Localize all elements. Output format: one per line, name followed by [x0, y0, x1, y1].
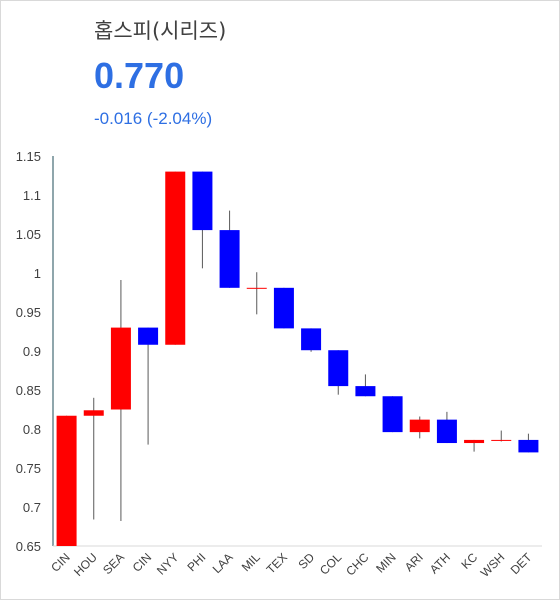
x-tick-label: PHI [184, 550, 208, 574]
y-tick-label: 0.65 [16, 539, 41, 554]
candle-body [246, 287, 267, 289]
candle-body [219, 230, 240, 288]
x-tick-label: CIN [130, 550, 155, 575]
y-tick-label: 1.1 [23, 188, 41, 203]
x-tick-label: HOU [71, 550, 100, 579]
candle-body [301, 328, 322, 351]
x-tick-label: DET [508, 550, 535, 577]
y-tick-label: 0.7 [23, 500, 41, 515]
y-tick-label: 0.75 [16, 461, 41, 476]
candle-body [138, 327, 159, 345]
x-tick-label: MIN [373, 550, 398, 575]
y-tick-label: 0.8 [23, 422, 41, 437]
x-tick-label: ATH [427, 550, 453, 576]
candle-body [165, 171, 186, 345]
chart-title: 홉스피(시리즈) [94, 19, 227, 43]
y-tick-label: 0.95 [16, 305, 41, 320]
y-tick-label: 1 [34, 266, 41, 281]
candle-body [409, 419, 430, 433]
y-tick-label: 0.85 [16, 383, 41, 398]
candle-body [355, 386, 376, 397]
candle-body [491, 439, 512, 441]
candle-body [328, 350, 349, 387]
x-tick-label: CHC [343, 550, 372, 579]
candle-body [192, 171, 213, 231]
candle-body [273, 287, 294, 329]
candle-body [110, 327, 131, 410]
x-tick-label: TEX [264, 550, 290, 576]
candle-body [518, 439, 539, 453]
y-tick-label: 1.15 [16, 149, 41, 164]
x-tick-label: LAA [210, 550, 236, 576]
x-tick-label: KC [459, 550, 481, 572]
y-tick-label: 1.05 [16, 227, 41, 242]
x-tick-label: MIL [239, 550, 263, 574]
candle-body [382, 396, 403, 433]
x-tick-label: WSH [478, 550, 508, 580]
candle-body [56, 415, 77, 546]
candle-body [83, 410, 104, 416]
y-tick-label: 0.9 [23, 344, 41, 359]
current-value: 0.770 [94, 55, 185, 96]
candle-body [436, 419, 457, 444]
x-tick-label: CIN [48, 550, 73, 575]
x-tick-label: SD [296, 550, 318, 572]
x-tick-label: SEA [100, 550, 127, 577]
candle-body [464, 439, 485, 444]
value-change: -0.016 (-2.04%) [94, 109, 213, 128]
x-tick-label: ARI [402, 550, 426, 574]
x-tick-label: COL [317, 550, 345, 578]
x-tick-label: NYY [154, 550, 181, 577]
